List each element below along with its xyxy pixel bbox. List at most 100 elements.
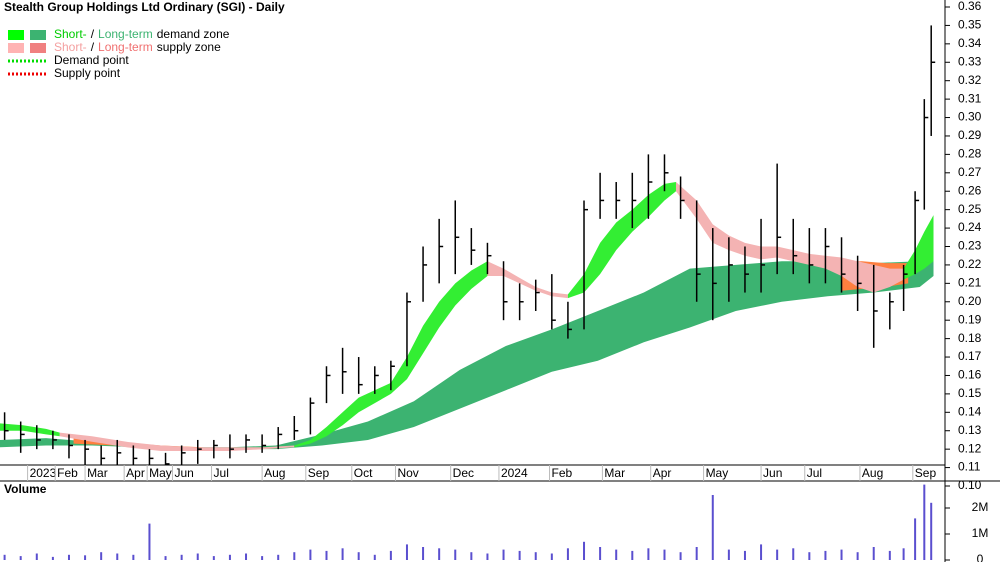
volume-bar — [422, 547, 425, 560]
volume-bar — [930, 502, 933, 560]
volume-bar — [679, 552, 682, 560]
x-tick-label: Jun — [174, 466, 193, 480]
volume-bar — [228, 554, 231, 560]
legend-swatch — [30, 30, 46, 40]
x-tick-label: Mar — [604, 466, 625, 480]
volume-bar — [534, 552, 537, 560]
y-tick-label: 0.14 — [958, 404, 982, 418]
volume-bar — [502, 549, 505, 560]
volume-bar — [245, 553, 248, 560]
volume-bar — [373, 554, 376, 560]
y-tick-label: 0.21 — [958, 276, 982, 290]
volume-bar — [293, 552, 296, 560]
volume-bar — [599, 547, 602, 560]
y-tick-label: 0.24 — [958, 220, 982, 234]
volume-bar — [888, 550, 891, 560]
zone-band — [487, 261, 568, 299]
volume-bar — [486, 553, 489, 560]
volume-bar — [132, 554, 135, 560]
volume-bar — [438, 548, 441, 560]
zone-band — [0, 423, 60, 437]
x-tick-label: Oct — [354, 466, 373, 480]
y-tick-label: 0.16 — [958, 368, 982, 382]
volume-bar — [3, 554, 6, 560]
volume-bar — [631, 550, 634, 560]
x-tick-label: May — [706, 466, 729, 480]
volume-bar — [727, 549, 730, 560]
zone-band — [675, 182, 904, 293]
legend-part: Supply point — [54, 66, 121, 80]
legend-swatch — [8, 30, 24, 40]
volume-bar — [19, 556, 22, 560]
volume-bar — [872, 547, 875, 560]
volume-bar — [212, 556, 215, 560]
legend-part: / — [91, 40, 95, 54]
legend-part: Long-term — [98, 27, 153, 41]
chart-title: Stealth Group Holdings Ltd Ordinary (SGI… — [4, 0, 285, 14]
x-tick-label: Nov — [397, 466, 418, 480]
y-tick-label: 0.19 — [958, 312, 982, 326]
legend-label: Supply point — [54, 66, 121, 80]
legend-part: Demand point — [54, 53, 129, 67]
volume-tick-label: 0 — [977, 552, 984, 562]
y-tick-label: 0.29 — [958, 128, 982, 142]
volume-bar — [454, 549, 457, 560]
volume-bar — [35, 553, 38, 560]
y-tick-label: 0.15 — [958, 386, 982, 400]
volume-bar — [180, 554, 183, 560]
x-tick-label: 2024 — [501, 466, 528, 480]
volume-bar — [902, 548, 905, 560]
volume-label: Volume — [4, 482, 47, 496]
x-tick-label: Mar — [87, 466, 108, 480]
legend-part: Short- — [54, 40, 87, 54]
volume-bar — [261, 556, 264, 560]
x-tick-label: Sep — [308, 466, 330, 480]
volume-bar — [470, 552, 473, 560]
zone-band — [903, 215, 934, 280]
y-tick-label: 0.26 — [958, 183, 982, 197]
legend-swatch — [30, 43, 46, 53]
volume-bar — [405, 544, 408, 560]
y-tick-label: 0.28 — [958, 147, 982, 161]
price-plot — [0, 25, 936, 465]
volume-bar — [743, 550, 746, 560]
volume-bar — [856, 552, 859, 560]
y-tick-label: 0.30 — [958, 110, 982, 124]
y-tick-label: 0.36 — [958, 0, 982, 13]
volume-tick-label: 2M — [972, 500, 989, 514]
volume-bar — [695, 547, 698, 560]
volume-bar — [615, 549, 618, 560]
y-tick-label: 0.31 — [958, 91, 982, 105]
x-tick-label: Aug — [862, 466, 883, 480]
legend-part: Short- — [54, 27, 87, 41]
y-tick-label: 0.25 — [958, 202, 982, 216]
volume-bar — [808, 552, 811, 560]
y-tick-label: 0.34 — [958, 36, 982, 50]
y-tick-label: 0.35 — [958, 18, 982, 32]
volume-bar — [196, 553, 199, 560]
volume-bar — [357, 552, 360, 560]
volume-bar — [325, 550, 328, 560]
legend-part: Long-term — [98, 40, 153, 54]
legend-label: Short- / Long-term supply zone — [54, 40, 221, 54]
volume-bar — [550, 553, 553, 560]
volume-bar — [923, 484, 926, 560]
volume-bar — [583, 541, 586, 560]
x-tick-label: May — [149, 466, 172, 480]
legend-label: Short- / Long-term demand zone — [54, 27, 230, 41]
volume-bar — [309, 549, 312, 560]
y-tick-label: 0.20 — [958, 294, 982, 308]
x-tick-label: 2023 — [30, 466, 57, 480]
y-tick-label: 0.33 — [958, 54, 982, 68]
x-tick-label: Jun — [763, 466, 782, 480]
zone-band — [294, 261, 488, 448]
volume-bar — [148, 523, 151, 560]
y-tick-label: 0.10 — [958, 478, 982, 492]
volume-bar — [914, 518, 917, 560]
volume-tick-label: 1M — [972, 526, 989, 540]
x-tick-label: Apr — [653, 466, 672, 480]
volume-bar — [67, 554, 70, 560]
y-tick-label: 0.17 — [958, 349, 982, 363]
volume-bar — [647, 548, 650, 560]
x-tick-label: Aug — [264, 466, 285, 480]
